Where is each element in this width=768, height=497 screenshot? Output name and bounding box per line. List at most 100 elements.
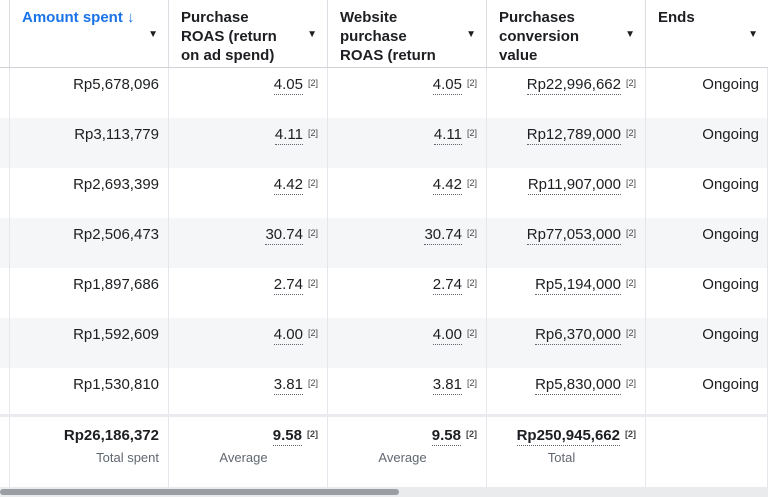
row-edge: [0, 68, 10, 118]
table-row[interactable]: Rp1,592,609 4.00 [2] 4.00 [2] Rp6,370,000 […: [0, 318, 768, 368]
ends-total-cell: [646, 417, 768, 487]
conversion-value[interactable]: Rp6,370,000: [535, 326, 621, 345]
ends-cell: Ongoing: [646, 318, 768, 368]
footnote[interactable]: [2]: [307, 429, 318, 439]
scrollbar-thumb[interactable]: [0, 489, 400, 495]
header-edge: [0, 0, 10, 67]
footnote[interactable]: [2]: [466, 178, 477, 188]
roas-value[interactable]: 3.81: [273, 376, 303, 395]
footnote[interactable]: [2]: [466, 278, 477, 288]
table-row[interactable]: Rp1,530,810 3.81 [2] 3.81 [2] Rp5,830,000 […: [0, 368, 768, 418]
footnote[interactable]: [2]: [625, 128, 636, 138]
roas-value[interactable]: 4.00: [273, 326, 303, 345]
column-header-amount-spent[interactable]: Amount spent ↓ ▼: [10, 0, 169, 67]
footnote[interactable]: [2]: [625, 78, 636, 88]
average-web-roas-value[interactable]: 9.58: [431, 427, 461, 446]
conversion-value[interactable]: Rp77,053,000: [526, 226, 621, 245]
web-roas-value[interactable]: 4.05: [432, 76, 462, 95]
footnote[interactable]: [2]: [307, 128, 318, 138]
total-spent-value: Rp26,186,372: [63, 427, 159, 444]
table-row[interactable]: Rp2,506,473 30.74 [2] 30.74 [2] Rp77,053,0…: [0, 218, 768, 268]
web-roas-value[interactable]: 4.42: [432, 176, 462, 195]
ends-value: Ongoing: [702, 376, 759, 393]
footnote[interactable]: [2]: [625, 178, 636, 188]
ends-cell: Ongoing: [646, 68, 768, 118]
footnote[interactable]: [2]: [625, 378, 636, 388]
total-value[interactable]: Rp250,945,662: [516, 427, 620, 446]
footnote[interactable]: [2]: [307, 228, 318, 238]
footnote[interactable]: [2]: [307, 378, 318, 388]
roas-value[interactable]: 4.42: [273, 176, 303, 195]
purchase-roas-cell: 4.42 [2]: [169, 168, 328, 218]
horizontal-scrollbar[interactable]: [0, 487, 768, 497]
web-roas-value[interactable]: 4.00: [432, 326, 462, 345]
chevron-down-icon[interactable]: ▼: [748, 29, 758, 40]
amount-spent-cell: Rp5,678,096: [10, 68, 169, 118]
conversion-value[interactable]: Rp11,907,000: [527, 176, 621, 195]
amount-value: Rp1,592,609: [73, 326, 159, 343]
table-row[interactable]: Rp2,693,399 4.42 [2] 4.42 [2] Rp11,907,000…: [0, 168, 768, 218]
footnote[interactable]: [2]: [466, 378, 477, 388]
average-roas-value[interactable]: 9.58: [272, 427, 302, 446]
amount-value: Rp1,897,686: [73, 276, 159, 293]
chevron-down-icon[interactable]: ▼: [625, 29, 635, 40]
web-roas-value[interactable]: 4.11: [433, 126, 462, 145]
chevron-down-icon[interactable]: ▼: [148, 29, 158, 40]
amount-spent-cell: Rp3,113,779: [10, 118, 169, 168]
web-roas-value[interactable]: 2.74: [432, 276, 462, 295]
roas-value[interactable]: 2.74: [273, 276, 303, 295]
purchase-roas-cell: 4.05 [2]: [169, 68, 328, 118]
amount-value: Rp3,113,779: [74, 126, 159, 143]
footnote[interactable]: [2]: [307, 78, 318, 88]
footnote[interactable]: [2]: [466, 429, 477, 439]
footnote[interactable]: [2]: [307, 278, 318, 288]
row-edge: [0, 218, 10, 268]
footnote[interactable]: [2]: [307, 178, 318, 188]
column-header-label: Website purchase ROAS (return on ad…: [340, 9, 436, 67]
web-roas-value[interactable]: 30.74: [424, 226, 462, 245]
amount-spent-cell: Rp1,530,810: [10, 368, 169, 418]
footnote[interactable]: [2]: [625, 328, 636, 338]
website-roas-cell: 30.74 [2]: [328, 218, 487, 268]
footnote[interactable]: [2]: [625, 228, 636, 238]
total-spent-cell: Rp26,186,372 Total spent: [10, 417, 169, 487]
footnote[interactable]: [2]: [307, 328, 318, 338]
purchase-roas-cell: 4.00 [2]: [169, 318, 328, 368]
row-edge: [0, 417, 10, 487]
ends-value: Ongoing: [702, 76, 759, 93]
chevron-down-icon[interactable]: ▼: [307, 29, 317, 40]
footnote[interactable]: [2]: [466, 328, 477, 338]
conversion-value[interactable]: Rp12,789,000: [526, 126, 621, 145]
web-roas-value[interactable]: 3.81: [432, 376, 462, 395]
column-header-website-purchase-roas[interactable]: Website purchase ROAS (return on ad… ▼: [328, 0, 487, 67]
row-edge: [0, 168, 10, 218]
roas-value[interactable]: 4.05: [273, 76, 303, 95]
footnote[interactable]: [2]: [466, 128, 477, 138]
column-header-purchase-roas[interactable]: Purchase ROAS (return on ad spend) ▼: [169, 0, 328, 67]
roas-value[interactable]: 4.11: [274, 126, 303, 145]
footnote[interactable]: [2]: [625, 278, 636, 288]
table-row[interactable]: Rp5,678,096 4.05 [2] 4.05 [2] Rp22,996,662…: [0, 68, 768, 118]
amount-spent-cell: Rp1,897,686: [10, 268, 169, 318]
amount-spent-cell: Rp1,592,609: [10, 318, 169, 368]
conversion-value[interactable]: Rp22,996,662: [526, 76, 621, 95]
total-spent-label: Total spent: [96, 450, 159, 465]
footnote[interactable]: [2]: [466, 228, 477, 238]
website-roas-cell: 3.81 [2]: [328, 368, 487, 418]
table-row[interactable]: Rp1,897,686 2.74 [2] 2.74 [2] Rp5,194,000 […: [0, 268, 768, 318]
conversion-value[interactable]: Rp5,194,000: [535, 276, 621, 295]
row-edge: [0, 368, 10, 418]
amount-spent-cell: Rp2,506,473: [10, 218, 169, 268]
footnote[interactable]: [2]: [466, 78, 477, 88]
ends-value: Ongoing: [702, 276, 759, 293]
column-header-purchases-conversion-value[interactable]: Purchases conversion value ▼: [487, 0, 646, 67]
footnote[interactable]: [2]: [625, 429, 636, 439]
column-header-ends[interactable]: Ends ▼: [646, 0, 768, 67]
chevron-down-icon[interactable]: ▼: [466, 29, 476, 40]
total-value-label: Total: [547, 450, 576, 465]
table-row[interactable]: Rp3,113,779 4.11 [2] 4.11 [2] Rp12,789,000…: [0, 118, 768, 168]
total-value-cell: Rp250,945,662 [2] Total: [487, 417, 646, 487]
roas-value[interactable]: 30.74: [265, 226, 303, 245]
conversion-value[interactable]: Rp5,830,000: [535, 376, 621, 395]
amount-value: Rp2,506,473: [73, 226, 159, 243]
